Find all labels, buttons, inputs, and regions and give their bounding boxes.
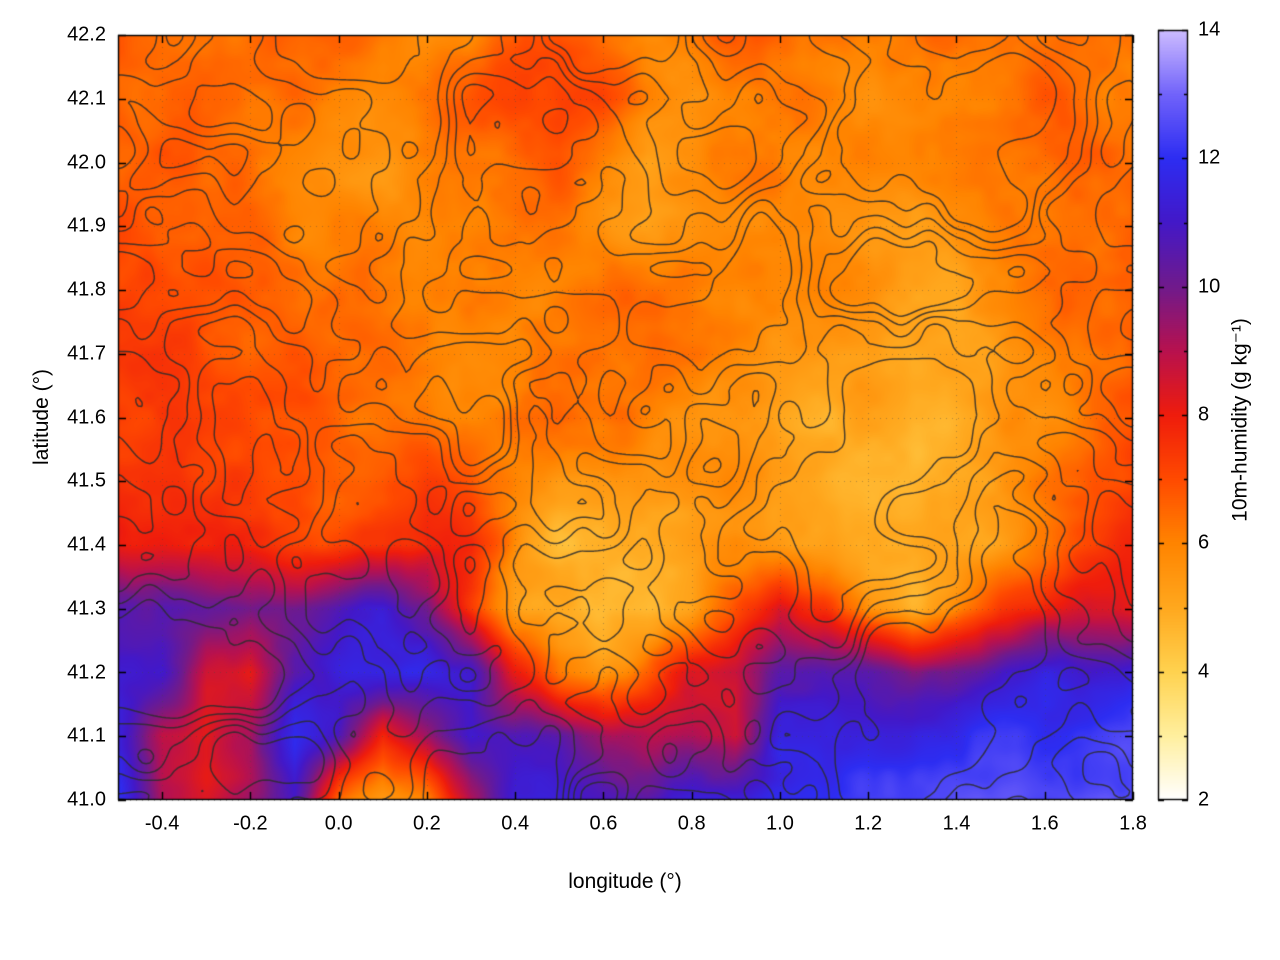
y-tick-label: 41.8 <box>67 278 106 301</box>
y-tick-label: 42.0 <box>67 151 106 173</box>
y-tick-label: 41.6 <box>67 406 106 428</box>
x-tick-label: 0.2 <box>413 812 441 835</box>
x-tick-label: 0.6 <box>589 812 618 835</box>
colorbar-label: 10m-humidity (g kg⁻¹) <box>1228 318 1252 522</box>
x-tick-label: 1.6 <box>1030 812 1059 835</box>
y-tick-label: 41.1 <box>67 724 106 747</box>
x-tick-label: 0.0 <box>324 812 353 835</box>
x-tick-label: -0.4 <box>144 812 180 835</box>
colorbar-tick-label: 8 <box>1198 403 1210 426</box>
y-tick-label: 42.1 <box>67 87 106 110</box>
y-tick-label: 41.7 <box>67 342 106 365</box>
x-axis-label: longitude (°) <box>568 870 682 893</box>
colorbar-tick-label: 14 <box>1198 18 1221 41</box>
colorbar-tick-label: 4 <box>1198 660 1210 683</box>
y-tick-label: 41.5 <box>67 469 106 492</box>
x-tick-label: 1.0 <box>766 812 794 835</box>
y-tick-label: 41.0 <box>67 788 106 811</box>
y-axis-label: latitude (°) <box>30 369 53 465</box>
y-tick-label: 41.2 <box>67 661 106 683</box>
y-tick-label: 42.2 <box>67 23 106 46</box>
x-tick-label: 1.2 <box>854 812 883 835</box>
x-tick-label: 0.4 <box>501 812 530 835</box>
y-tick-label: 41.9 <box>67 214 106 237</box>
colorbar-tick-label: 12 <box>1198 146 1221 169</box>
x-tick-label: 1.8 <box>1119 812 1147 835</box>
y-tick-label: 41.3 <box>67 597 106 620</box>
x-tick-label: 0.8 <box>677 812 706 835</box>
colorbar-tick-label: 10 <box>1198 275 1221 298</box>
colorbar-tick-label: 6 <box>1198 531 1210 554</box>
x-tick-label: 1.4 <box>942 812 971 835</box>
colorbar-tick-label: 2 <box>1198 788 1210 811</box>
y-tick-label: 41.4 <box>67 533 106 556</box>
x-tick-label: -0.2 <box>233 812 268 835</box>
